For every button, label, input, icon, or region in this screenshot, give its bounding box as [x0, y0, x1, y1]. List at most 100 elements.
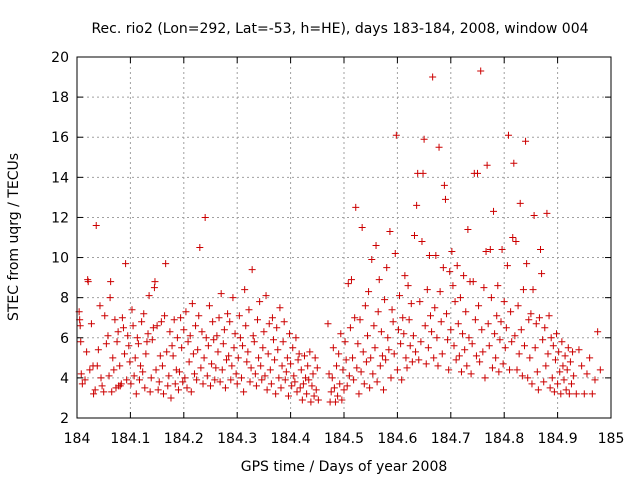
- data-point: [392, 131, 400, 139]
- data-point: [202, 334, 210, 342]
- x-tick-label: 184.3: [217, 431, 257, 447]
- data-point: [229, 294, 237, 302]
- data-point: [171, 380, 179, 388]
- data-point: [370, 322, 378, 330]
- data-point: [520, 342, 528, 350]
- data-point: [485, 342, 493, 350]
- data-point: [195, 312, 203, 320]
- data-point: [389, 318, 397, 326]
- data-point: [220, 326, 228, 334]
- data-point: [548, 374, 556, 382]
- data-point: [430, 354, 438, 362]
- data-point: [440, 181, 448, 189]
- data-point: [77, 338, 85, 346]
- data-point: [384, 334, 392, 342]
- data-point: [439, 264, 447, 272]
- data-point: [493, 312, 501, 320]
- data-point: [267, 380, 275, 388]
- data-point: [153, 322, 161, 330]
- data-point: [511, 332, 519, 340]
- x-axis-label: GPS time / Days of year 2008: [241, 459, 448, 475]
- data-point: [547, 334, 555, 342]
- data-point: [591, 376, 599, 384]
- data-point: [131, 354, 139, 362]
- data-point: [472, 352, 480, 360]
- data-point: [351, 314, 359, 322]
- data-point: [535, 314, 543, 322]
- data-point: [186, 332, 194, 340]
- data-point: [428, 328, 436, 336]
- data-point: [516, 199, 524, 207]
- data-point: [156, 352, 164, 360]
- data-point: [96, 302, 104, 310]
- data-point: [341, 338, 349, 346]
- data-point: [450, 342, 458, 350]
- data-point: [166, 328, 174, 336]
- data-point: [415, 356, 423, 364]
- data-point: [274, 346, 282, 354]
- y-tick-label: 12: [51, 210, 69, 226]
- data-point: [132, 390, 140, 398]
- data-point: [253, 316, 261, 324]
- data-point: [486, 246, 494, 254]
- data-point: [522, 137, 530, 145]
- data-point: [248, 266, 256, 274]
- data-point: [77, 370, 85, 378]
- data-point: [434, 362, 442, 370]
- data-point: [425, 252, 433, 260]
- data-point: [420, 135, 428, 143]
- data-point: [282, 368, 290, 376]
- data-point: [141, 384, 149, 392]
- data-point: [265, 320, 273, 328]
- data-point: [188, 300, 196, 308]
- data-point: [76, 322, 84, 330]
- data-point: [363, 332, 371, 340]
- data-point: [98, 382, 106, 390]
- data-point: [134, 340, 142, 348]
- data-point: [453, 262, 461, 270]
- data-point: [94, 346, 102, 354]
- data-point: [596, 366, 604, 374]
- data-point: [193, 376, 201, 384]
- data-point: [345, 372, 353, 380]
- data-point: [133, 334, 141, 342]
- data-point: [532, 320, 540, 328]
- data-point: [513, 366, 521, 374]
- data-point: [492, 354, 500, 362]
- data-point: [167, 394, 175, 402]
- data-point: [540, 378, 548, 386]
- data-point: [401, 272, 409, 280]
- data-point: [217, 290, 225, 298]
- data-point: [250, 338, 258, 346]
- data-point: [270, 336, 278, 344]
- data-point: [327, 388, 335, 396]
- data-point: [427, 312, 435, 320]
- data-point: [417, 338, 425, 346]
- data-point: [87, 320, 95, 328]
- data-point: [338, 396, 346, 404]
- data-point: [368, 256, 376, 264]
- data-point: [261, 372, 269, 380]
- data-point: [357, 368, 365, 376]
- data-point: [210, 336, 218, 344]
- data-point: [340, 386, 348, 394]
- data-point: [561, 352, 569, 360]
- data-point: [243, 358, 251, 366]
- data-point: [119, 324, 127, 332]
- x-tick-label: 184.1: [110, 431, 150, 447]
- data-point: [192, 322, 200, 330]
- x-tick-label: 184.6: [377, 431, 417, 447]
- data-point: [588, 390, 596, 398]
- data-point: [160, 390, 168, 398]
- data-point: [331, 398, 339, 406]
- data-point: [105, 372, 113, 380]
- x-tick-label: 184.2: [164, 431, 204, 447]
- data-point: [580, 390, 588, 398]
- data-point: [299, 380, 307, 388]
- data-point: [529, 286, 537, 294]
- data-point: [527, 310, 535, 318]
- data-point: [545, 312, 553, 320]
- data-point: [168, 342, 176, 350]
- data-point: [275, 374, 283, 382]
- data-point: [339, 366, 347, 374]
